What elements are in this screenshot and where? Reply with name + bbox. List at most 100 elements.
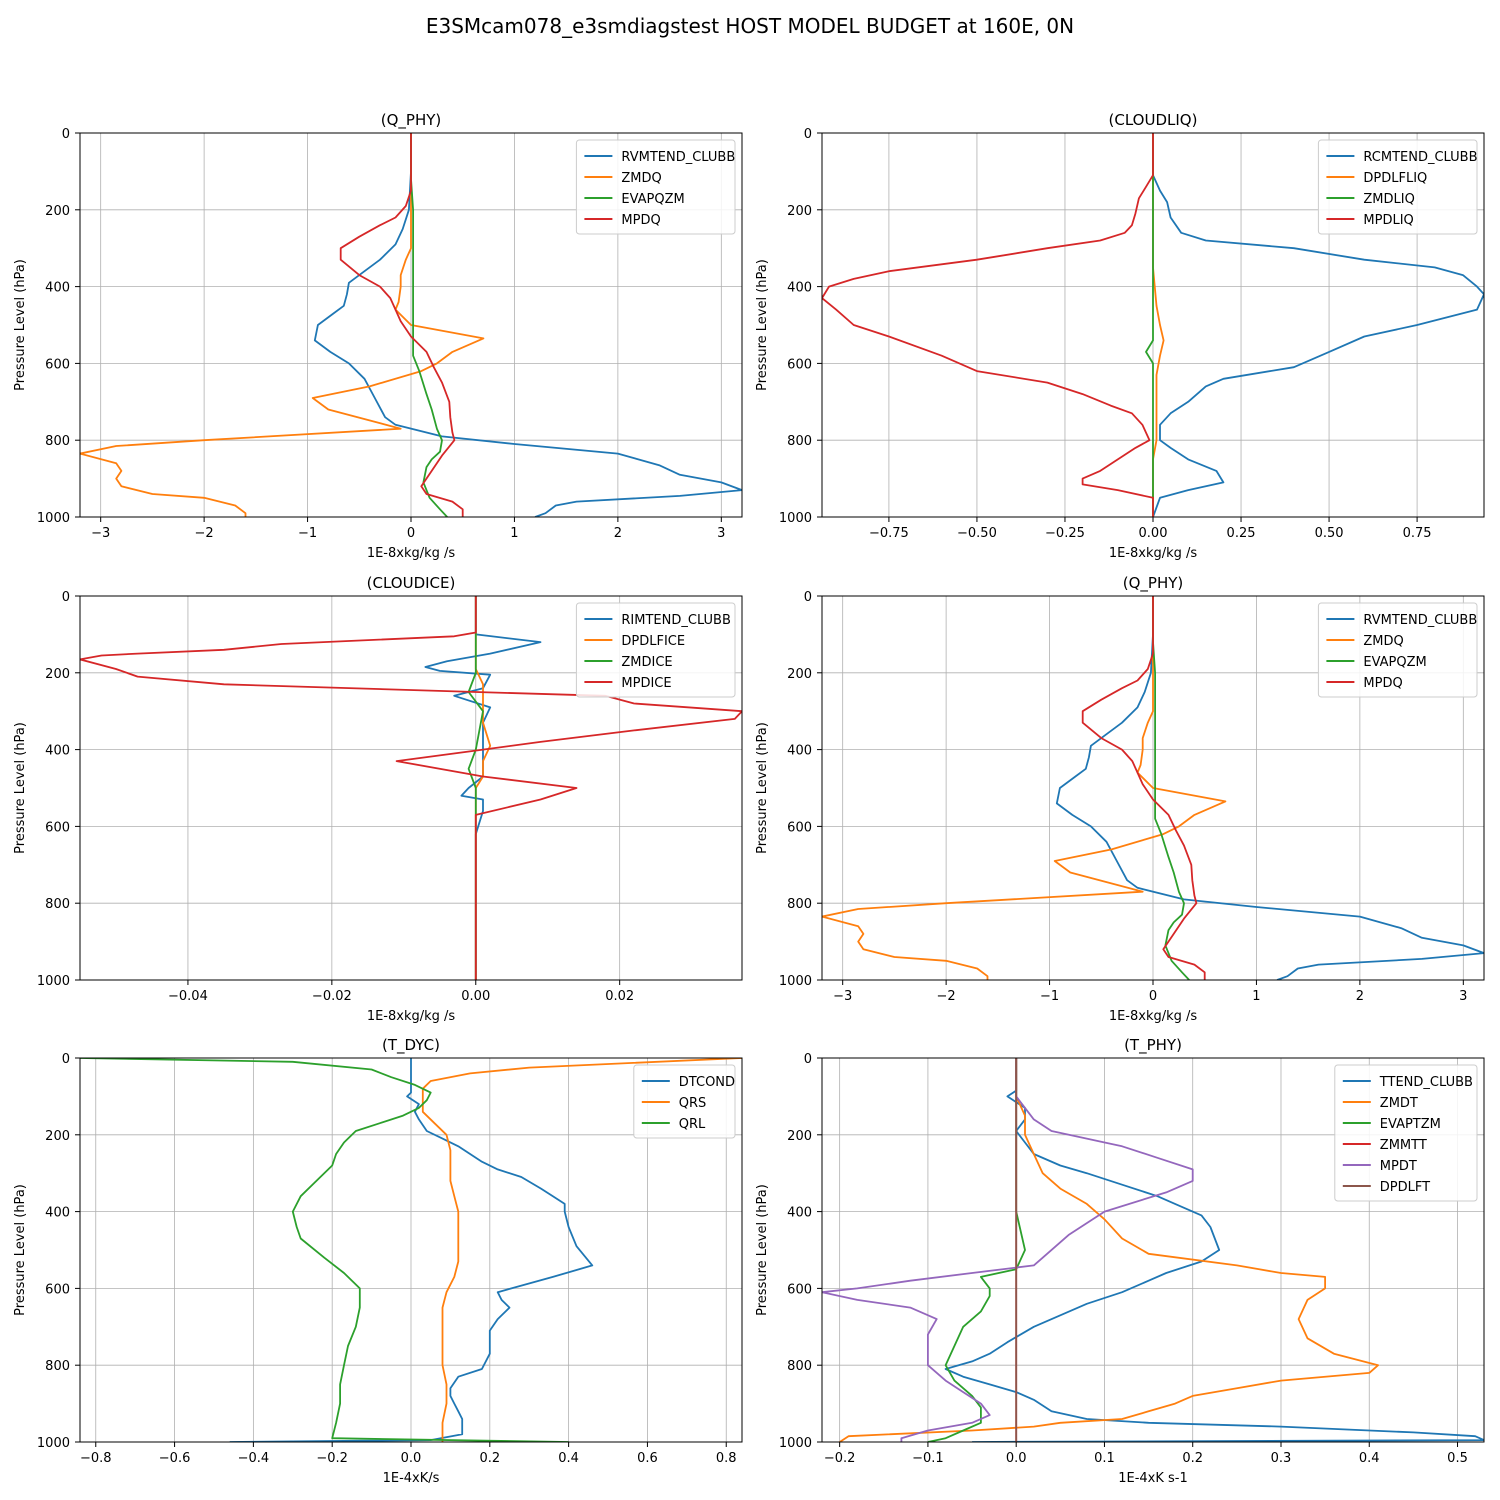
series-line-mpdt <box>822 1058 1194 1442</box>
legend-label: RCMTEND_CLUBB <box>1363 150 1477 165</box>
chart-title: (Q_PHY) <box>381 111 442 130</box>
y-axis-label: Pressure Level (hPa) <box>13 722 28 854</box>
y-tick-label: 200 <box>45 204 70 219</box>
chart-title: (CLOUDLIQ) <box>1109 111 1198 129</box>
y-tick-label: 400 <box>787 1206 812 1221</box>
y-tick-label: 400 <box>45 744 70 759</box>
y-tick-label: 800 <box>45 434 70 449</box>
series-group <box>822 133 1484 517</box>
x-tick-label: 0.0 <box>1006 1451 1027 1466</box>
legend-box <box>1317 139 1478 235</box>
y-tick-label: 0 <box>804 127 812 142</box>
x-tick-label: −0.8 <box>80 1451 112 1466</box>
legend: TTEND_CLUBB ZMDT EVAPTZM ZMMTT MPDT DPDLFT <box>1334 1064 1478 1202</box>
x-axis-label: 1E-8xkg/kg /s <box>1109 1009 1198 1024</box>
series-line-rcmtend-clubb <box>1152 133 1484 517</box>
chart-title: (Q_PHY) <box>1123 574 1184 593</box>
x-tick-label: −2 <box>937 989 956 1004</box>
legend-box <box>1317 602 1478 698</box>
x-tick-label: 0 <box>1149 989 1157 1004</box>
x-tick-label: 2 <box>614 526 622 541</box>
series-line-evapqzm <box>1152 596 1190 980</box>
legend-label: RIMTEND_CLUBB <box>621 613 731 628</box>
x-tick-label: 0 <box>407 526 415 541</box>
x-tick-label: 2 <box>1356 989 1364 1004</box>
x-axis-label: 1E-4xK/s <box>383 1471 440 1486</box>
legend-label: RVMTEND_CLUBB <box>621 150 735 165</box>
legend-label: ZMDT <box>1380 1096 1418 1111</box>
series-line-qrl <box>80 1058 569 1442</box>
legend-label: MPDLIQ <box>1363 213 1413 228</box>
y-tick-label: 1000 <box>37 511 70 526</box>
x-tick-label: 0.25 <box>1227 526 1256 541</box>
x-tick-label: −0.50 <box>957 526 997 541</box>
x-tick-label: −0.6 <box>159 1451 191 1466</box>
series-line-zmdt <box>839 1058 1379 1442</box>
legend-label: ZMDICE <box>621 655 672 670</box>
legend: RVMTEND_CLUBB ZMDQ EVAPQZM MPDQ <box>1317 602 1478 698</box>
series-line-mpdq <box>1081 596 1206 980</box>
x-tick-label: 0.4 <box>1359 1451 1380 1466</box>
chart-panel-2: −0.75 −0.50 −0.25 0.00 0.25 0.50 0.75 0 200 400 60… <box>755 111 1485 561</box>
series-line-zmdq <box>80 133 485 517</box>
x-tick-label: 0.4 <box>558 1451 579 1466</box>
legend-label: ZMDQ <box>621 171 661 186</box>
y-tick-label: 400 <box>787 281 812 296</box>
x-tick-label: 0.1 <box>1094 1451 1115 1466</box>
x-tick-label: 0.0 <box>401 1451 422 1466</box>
x-tick-label: −3 <box>91 526 110 541</box>
y-tick-label: 800 <box>787 897 812 912</box>
x-tick-label: −1 <box>1040 989 1059 1004</box>
x-axis-label: 1E-4xK s-1 <box>1118 1471 1188 1486</box>
y-tick-label: 800 <box>45 1359 70 1374</box>
legend-label: ZMMTT <box>1380 1138 1427 1153</box>
x-tick-label: −0.04 <box>168 989 208 1004</box>
x-tick-label: 3 <box>1459 989 1467 1004</box>
series-line-evaptzm <box>927 1058 1026 1442</box>
y-tick-label: 600 <box>787 1282 812 1297</box>
y-tick-label: 600 <box>787 820 812 835</box>
y-tick-label: 400 <box>787 744 812 759</box>
y-tick-label: 600 <box>45 1282 70 1297</box>
x-tick-label: 0.8 <box>716 1451 737 1466</box>
x-tick-label: 1 <box>1252 989 1260 1004</box>
x-tick-label: −0.1 <box>912 1451 944 1466</box>
legend-box <box>633 1064 736 1139</box>
y-axis-label: Pressure Level (hPa) <box>755 259 770 391</box>
x-tick-label: 0.3 <box>1271 1451 1292 1466</box>
legend: DTCOND QRS QRL <box>633 1064 736 1139</box>
legend-label: QRS <box>679 1096 707 1111</box>
x-tick-label: 0.00 <box>1139 526 1168 541</box>
series-line-mpdq <box>339 133 464 517</box>
y-tick-label: 1000 <box>37 974 70 989</box>
y-tick-label: 0 <box>804 590 812 605</box>
x-tick-label: 0.02 <box>605 989 634 1004</box>
x-tick-label: 0.00 <box>461 989 490 1004</box>
series-line-dpdlfliq <box>1152 133 1165 517</box>
chart-panel-4: −3 −2 −1 0 1 2 3 0 200 400 600 800 1000 (Q_PHY) 1E-8xk… <box>755 574 1485 1024</box>
x-tick-label: −3 <box>833 989 852 1004</box>
legend-label: ZMDQ <box>1363 634 1403 649</box>
y-tick-label: 0 <box>62 1052 70 1067</box>
chart-panel-3: −0.04 −0.02 0.00 0.02 0 200 400 600 800 1000 (CLOU… <box>13 574 743 1024</box>
legend-label: EVAPTZM <box>1380 1117 1441 1132</box>
x-tick-label: −0.75 <box>869 526 909 541</box>
y-tick-label: 600 <box>45 820 70 835</box>
y-tick-label: 0 <box>804 1052 812 1067</box>
y-tick-label: 200 <box>45 667 70 682</box>
chart-panel-5: −0.8 −0.6 −0.4 −0.2 0.0 0.2 0.4 0.6 0.8 0 200 400 60… <box>13 1036 743 1486</box>
legend: RIMTEND_CLUBB DPDLFICE ZMDICE MPDICE <box>575 602 736 698</box>
series-line-zmdliq <box>1145 133 1154 517</box>
y-tick-label: 200 <box>45 1129 70 1144</box>
figure-title: E3SMcam078_e3smdiagstest HOST MODEL BUDG… <box>425 14 1075 38</box>
series-line-evapqzm <box>410 133 448 517</box>
y-axis-label: Pressure Level (hPa) <box>755 722 770 854</box>
y-tick-label: 800 <box>45 897 70 912</box>
y-axis-label: Pressure Level (hPa) <box>13 259 28 391</box>
x-tick-label: 1 <box>510 526 518 541</box>
series-line-zmdq <box>822 596 1227 980</box>
x-tick-label: 0.6 <box>637 1451 658 1466</box>
legend-label: MPDQ <box>1363 676 1402 691</box>
legend: RCMTEND_CLUBB DPDLFLIQ ZMDLIQ MPDLIQ <box>1317 139 1478 235</box>
x-tick-label: 0.5 <box>1447 1451 1468 1466</box>
